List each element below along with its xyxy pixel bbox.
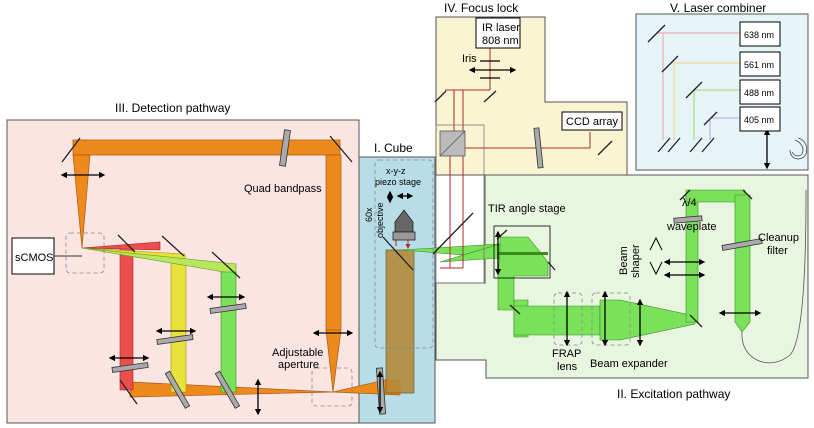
waveplate-label-line2: waveplate xyxy=(666,221,717,233)
quad-bandpass-label: Quad bandpass xyxy=(244,183,322,195)
beam-expander-label: Beam expander xyxy=(590,358,668,370)
ccd-array-label: CCD array xyxy=(566,116,618,128)
iris-label: Iris xyxy=(462,53,477,65)
objective-lens xyxy=(392,209,416,241)
beam-shaper-label-line2: shaper xyxy=(630,244,642,278)
frap-lens-label-line1: FRAP xyxy=(552,348,581,360)
laser-source-boxes xyxy=(739,21,781,132)
ir-laser-label-line1: IR laser xyxy=(482,22,520,34)
excitation-pathway-title: II. Excitation pathway xyxy=(617,387,730,401)
beam-shaper xyxy=(649,236,663,276)
wavelength-label-488: 488 nm xyxy=(744,88,774,98)
laser-combiner-title: V. Laser combiner xyxy=(670,1,766,15)
wavelength-labels: 638 nm 561 nm 488 nm 405 nm xyxy=(744,30,774,125)
ccd-array-box xyxy=(561,111,623,131)
focus-lock-beams xyxy=(395,42,591,269)
adjustable-aperture-label-line1: Adjustable xyxy=(272,347,323,359)
scmos-camera xyxy=(11,237,55,275)
mirrors xyxy=(61,24,753,405)
excitation-beams xyxy=(401,189,807,364)
ir-laser-box xyxy=(475,17,521,49)
cube-title: I. Cube xyxy=(374,141,413,155)
ir-laser-label-line2: 808 nm xyxy=(482,35,519,47)
objective-label-line2: objective xyxy=(375,202,385,238)
objective-label-line1: 60x xyxy=(364,207,374,222)
filter-plates xyxy=(111,127,763,415)
cleanup-filter-label-line2: filter xyxy=(767,245,788,257)
laser-combiner-beams xyxy=(656,32,808,160)
tir-stage-box xyxy=(493,225,551,279)
waveplate-label-line1: λ/4 xyxy=(682,197,697,209)
wavelength-label-561: 561 nm xyxy=(744,60,774,70)
wavelength-label-638: 638 nm xyxy=(744,30,774,40)
tir-angle-stage-label: TIR angle stage xyxy=(488,203,566,215)
frap-lens-label-line2: lens xyxy=(557,361,578,373)
cleanup-filter-label-line1: Cleanup xyxy=(758,232,799,244)
translation-stage-arrows xyxy=(60,66,771,416)
detection-pathway-title: III. Detection pathway xyxy=(115,101,230,115)
wavelength-label-405: 405 nm xyxy=(744,115,774,125)
piezo-stage-label-line2: piezo stage xyxy=(375,177,421,187)
scmos-label: sCMOS xyxy=(15,252,54,264)
focus-lock-title: IV. Focus lock xyxy=(444,1,519,15)
adjustable-aperture-label-line2: aperture xyxy=(278,359,319,371)
beam-shaper-label-line1: Beam xyxy=(618,246,630,275)
focus-region-box xyxy=(435,124,485,284)
piezo-stage-label-line1: x-y-z xyxy=(386,166,406,176)
